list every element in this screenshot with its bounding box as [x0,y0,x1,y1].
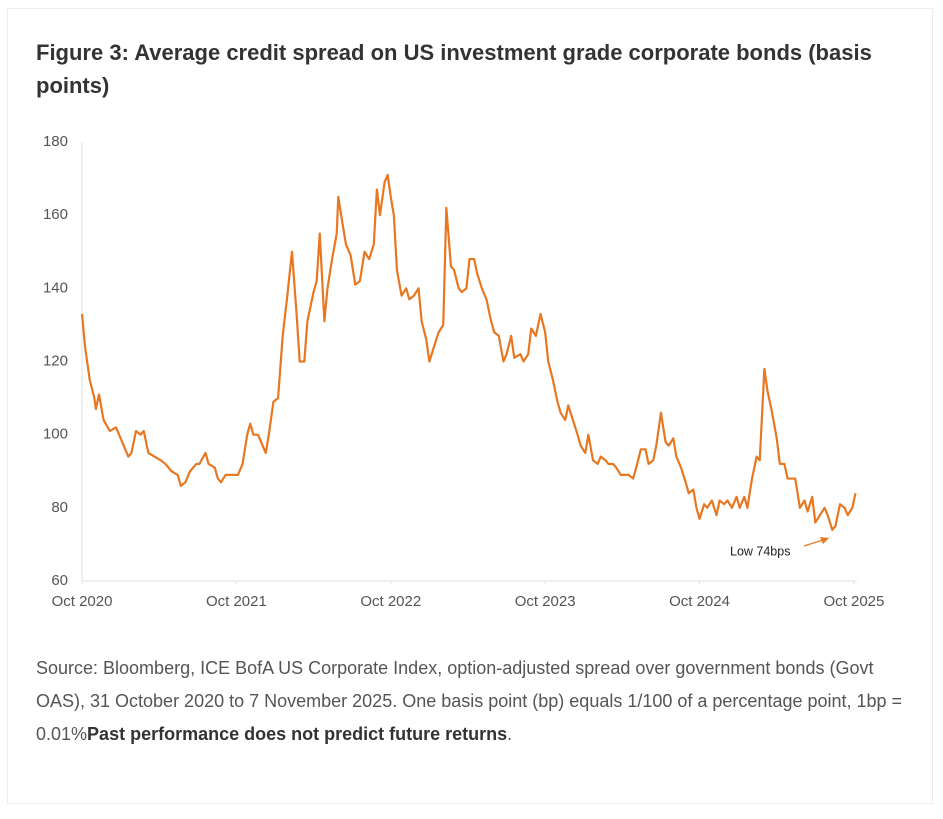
x-tick-label: Oct 2023 [515,593,576,610]
y-tick-label: 60 [51,572,68,589]
x-tick-label: Oct 2022 [360,593,421,610]
y-tick-label: 100 [43,426,68,443]
data-line [80,173,857,531]
source-text: Source: Bloomberg, ICE BofA US Corporate… [36,658,903,744]
annotation: Low 74bps [730,544,790,558]
x-tick-label: Oct 2021 [206,593,267,610]
card [7,8,933,804]
source-end: . [507,724,513,744]
annotation-arrowhead [820,537,829,544]
y-tick-label: 140 [43,279,68,296]
source-bold: Past performance does not predict future… [87,724,508,744]
y-tick-label: 120 [43,352,68,369]
annotation-arrow [803,539,824,547]
chart-title: Figure 3: Average credit spread on US in… [36,40,872,98]
source-note: Source: Bloomberg, ICE BofA US Corporate… [36,652,916,751]
y-tick-label: 180 [43,133,68,150]
y-tick-label: 160 [43,206,68,223]
x-tick-label: Oct 2025 [823,593,884,610]
x-tick-label: Oct 2024 [669,593,730,610]
y-tick-label: 80 [51,499,68,516]
x-tick-label: Oct 2020 [52,593,113,610]
